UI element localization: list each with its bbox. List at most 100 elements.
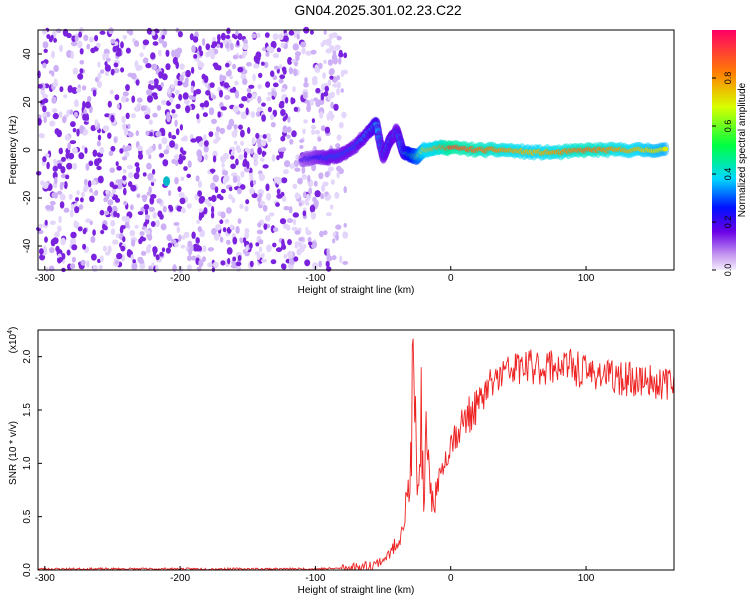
noise-blob: [155, 254, 160, 261]
noise-blob: [86, 43, 90, 50]
noise-blob: [112, 184, 119, 190]
noise-blob: [65, 152, 70, 159]
noise-blob: [107, 199, 114, 206]
noise-blob: [60, 237, 66, 246]
noise-blob: [121, 95, 126, 103]
noise-blob: [94, 189, 99, 196]
noise-blob: [133, 172, 140, 180]
noise-blob: [175, 128, 180, 136]
noise-blob: [268, 212, 275, 217]
noise-blob: [147, 95, 153, 103]
noise-blob: [304, 259, 311, 267]
noise-blob: [155, 264, 159, 272]
noise-blob: [271, 154, 276, 162]
noise-blob: [110, 219, 116, 227]
noise-blob: [317, 137, 322, 142]
noise-blob: [219, 219, 224, 224]
noise-blob: [257, 222, 262, 228]
y-tick-label: 0: [22, 147, 33, 153]
noise-blob: [161, 34, 165, 40]
noise-blob: [54, 231, 60, 238]
noise-blob: [246, 62, 252, 67]
noise-blob: [225, 34, 231, 40]
noise-blob: [251, 33, 257, 39]
noise-blob: [195, 136, 202, 143]
noise-blob: [226, 27, 231, 34]
noise-blob: [185, 105, 191, 114]
noise-blob: [292, 212, 299, 218]
noise-blob: [299, 145, 304, 149]
noise-blob: [91, 180, 97, 186]
noise-blob: [156, 198, 162, 204]
noise-blob: [87, 180, 92, 188]
noise-blob: [66, 249, 71, 256]
noise-blob: [264, 32, 270, 38]
noise-blob: [127, 131, 134, 138]
noise-blob: [161, 137, 168, 145]
noise-blob: [88, 160, 94, 167]
noise-blob: [239, 184, 246, 190]
noise-blob: [179, 124, 183, 131]
noise-blob: [179, 63, 185, 70]
noise-blob: [232, 236, 238, 245]
noise-blob: [278, 78, 284, 84]
noise-blob: [300, 41, 307, 48]
noise-blob: [173, 154, 180, 161]
noise-blob: [336, 165, 342, 172]
noise-blob: [248, 84, 255, 89]
noise-blob: [171, 49, 176, 58]
noise-blob: [125, 47, 131, 54]
noise-blob: [266, 96, 272, 102]
noise-blob: [224, 95, 231, 100]
noise-blob: [220, 188, 226, 194]
noise-blob: [245, 199, 250, 205]
snr-y-multiplier-close: ): [8, 327, 19, 330]
noise-blob: [120, 225, 126, 230]
noise-blob: [180, 207, 186, 214]
noise-blob: [191, 231, 196, 239]
noise-blob: [78, 152, 85, 160]
noise-blob: [78, 31, 82, 38]
noise-blob: [116, 103, 120, 110]
noise-blob: [139, 52, 144, 58]
noise-blob: [107, 245, 112, 253]
noise-blob: [131, 239, 136, 247]
noise-blob: [256, 229, 264, 235]
noise-blob: [218, 89, 224, 98]
noise-blob: [122, 169, 127, 174]
noise-blob: [63, 207, 70, 213]
noise-blob: [51, 238, 56, 246]
noise-blob: [210, 212, 215, 219]
noise-blob: [152, 212, 157, 219]
noise-blob: [59, 181, 65, 187]
noise-blob: [78, 126, 84, 134]
noise-blob: [233, 108, 238, 113]
noise-blob: [215, 224, 222, 231]
noise-blob: [135, 166, 140, 174]
noise-blob: [244, 205, 249, 212]
noise-blob: [193, 54, 198, 59]
noise-blob: [221, 162, 225, 168]
noise-blob: [60, 166, 66, 174]
noise-blob: [293, 256, 299, 262]
noise-blob: [109, 167, 115, 173]
x-tick-label: 100: [578, 573, 595, 584]
noise-blob: [222, 227, 227, 233]
noise-blob: [196, 113, 200, 120]
noise-blob: [120, 41, 124, 49]
noise-blob: [195, 237, 200, 244]
noise-blob: [160, 223, 167, 231]
noise-blob: [330, 113, 334, 121]
noise-blob: [142, 39, 150, 46]
spectrogram-x-label: Height of straight line (km): [298, 285, 415, 296]
noise-blob: [160, 82, 164, 88]
noise-blob: [105, 52, 110, 59]
noise-blob: [185, 69, 191, 78]
noise-blob: [198, 140, 204, 148]
noise-blob: [104, 61, 108, 67]
noise-blob: [147, 107, 151, 115]
noise-blob: [252, 63, 260, 69]
noise-blob: [158, 71, 164, 79]
noise-blob: [219, 127, 226, 135]
noise-blob: [66, 109, 70, 117]
